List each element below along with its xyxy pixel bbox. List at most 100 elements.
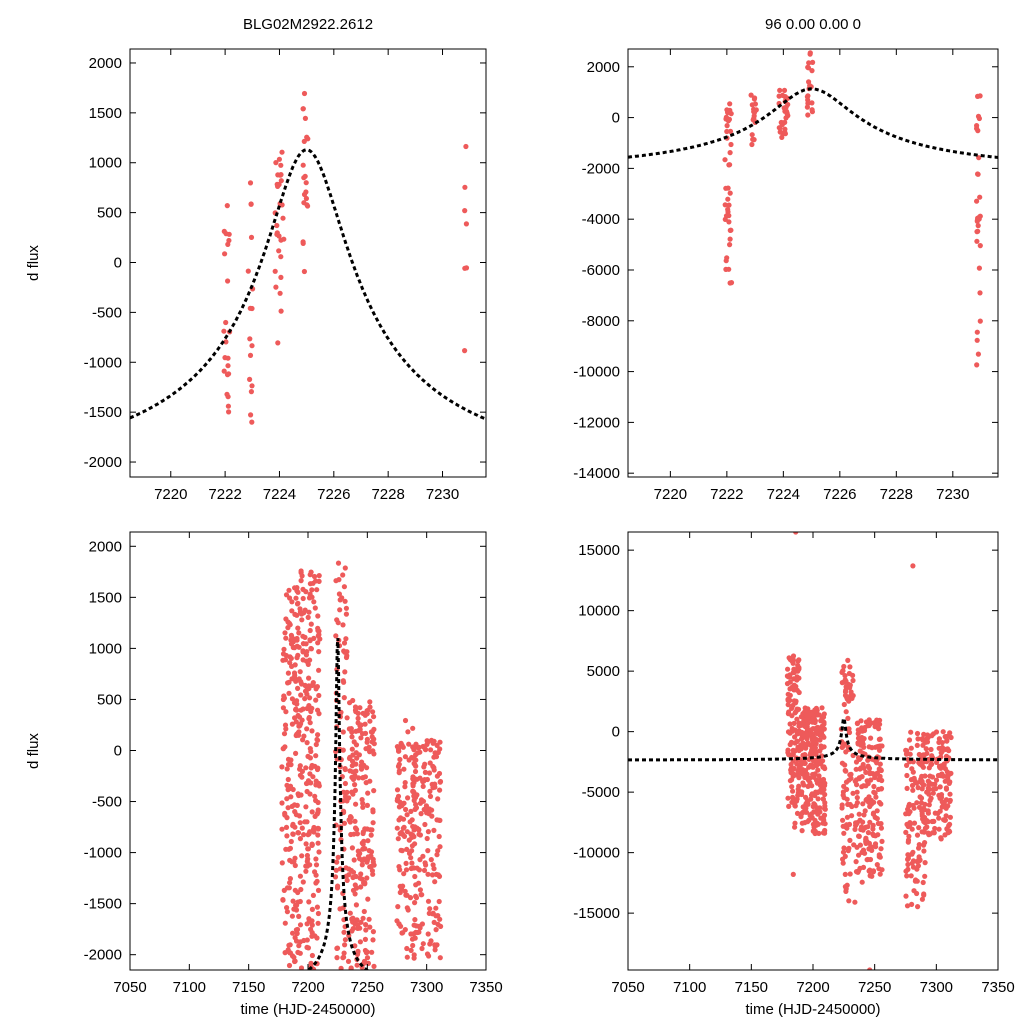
y-tick-label: -4000 (582, 211, 620, 228)
data-point (904, 762, 910, 769)
data-point (853, 869, 860, 875)
y-axis-label: d flux (25, 245, 42, 281)
data-point (839, 805, 845, 811)
data-point (406, 741, 412, 747)
data-point (286, 587, 292, 593)
data-point (394, 787, 401, 793)
data-point (818, 743, 824, 749)
data-point (431, 919, 437, 926)
x-tick-label: 7224 (767, 486, 800, 503)
data-point (799, 789, 805, 795)
data-point (288, 838, 294, 845)
data-point (221, 368, 227, 374)
data-point (725, 185, 731, 191)
data-point (974, 337, 980, 343)
data-point (275, 340, 281, 346)
data-point (299, 617, 305, 623)
data-point (403, 867, 410, 873)
data-point (285, 670, 291, 676)
data-point (226, 371, 232, 377)
data-point (293, 750, 299, 757)
data-point (421, 867, 428, 874)
data-point (405, 729, 411, 735)
data-point (297, 873, 303, 879)
data-point (974, 229, 980, 235)
data-point (293, 938, 300, 944)
data-point (300, 649, 306, 655)
data-point (796, 689, 802, 696)
data-point (437, 778, 444, 785)
y-tick-label: 15000 (578, 542, 620, 559)
data-point (295, 685, 301, 692)
data-point (411, 952, 417, 958)
data-point (313, 862, 320, 868)
data-point (278, 308, 284, 314)
data-point (909, 826, 915, 832)
data-point (416, 880, 422, 886)
data-point (303, 863, 309, 869)
data-point (931, 818, 937, 825)
data-point (820, 733, 826, 739)
data-point (859, 879, 865, 885)
data-point (908, 873, 914, 879)
data-point (346, 795, 352, 801)
data-point (724, 128, 730, 135)
data-point (428, 737, 435, 744)
x-tick-label: 7300 (410, 979, 443, 996)
data-point (336, 577, 342, 583)
data-point (727, 101, 733, 107)
data-point (722, 157, 728, 163)
data-point (371, 714, 377, 720)
data-points-group (722, 50, 983, 368)
x-tick-label: 7050 (113, 979, 146, 996)
data-point (846, 898, 852, 904)
data-point (792, 748, 799, 754)
data-point (422, 821, 428, 828)
data-point (903, 893, 909, 899)
data-point (794, 706, 800, 712)
data-point (399, 930, 405, 936)
data-point (306, 683, 312, 689)
data-point (437, 746, 443, 752)
data-point (310, 682, 316, 688)
data-point (280, 651, 287, 657)
data-point (354, 831, 360, 837)
data-point (427, 793, 434, 800)
data-point (315, 807, 321, 813)
panel-top-right: 7220 7222 7224 7226 7228 7230 -14000 -12000 -100… (573, 16, 999, 503)
data-point (371, 751, 377, 757)
data-point (947, 821, 953, 827)
data-point (942, 817, 948, 823)
data-point (936, 826, 942, 832)
data-point (752, 95, 758, 101)
data-point (288, 794, 294, 800)
data-point (404, 812, 410, 818)
data-point (850, 672, 856, 679)
data-point (303, 189, 309, 195)
data-point (975, 223, 981, 229)
data-point (807, 50, 813, 56)
data-point (334, 617, 340, 623)
data-point (364, 736, 370, 743)
data-point (876, 854, 882, 860)
data-point (357, 705, 363, 711)
data-point (317, 636, 323, 642)
data-point (300, 641, 306, 647)
data-point (369, 739, 375, 745)
data-point (849, 803, 855, 810)
data-point (350, 869, 357, 875)
data-point (412, 873, 418, 880)
data-point (803, 809, 810, 815)
data-point (817, 805, 823, 811)
data-point (334, 885, 341, 891)
data-point (280, 705, 286, 711)
data-point (302, 115, 308, 121)
data-point (408, 947, 414, 954)
data-point (282, 630, 288, 636)
data-point (805, 112, 811, 118)
data-point (340, 572, 346, 578)
data-point (278, 162, 284, 168)
data-point (790, 660, 796, 666)
data-point (784, 681, 791, 687)
data-point (878, 786, 885, 792)
